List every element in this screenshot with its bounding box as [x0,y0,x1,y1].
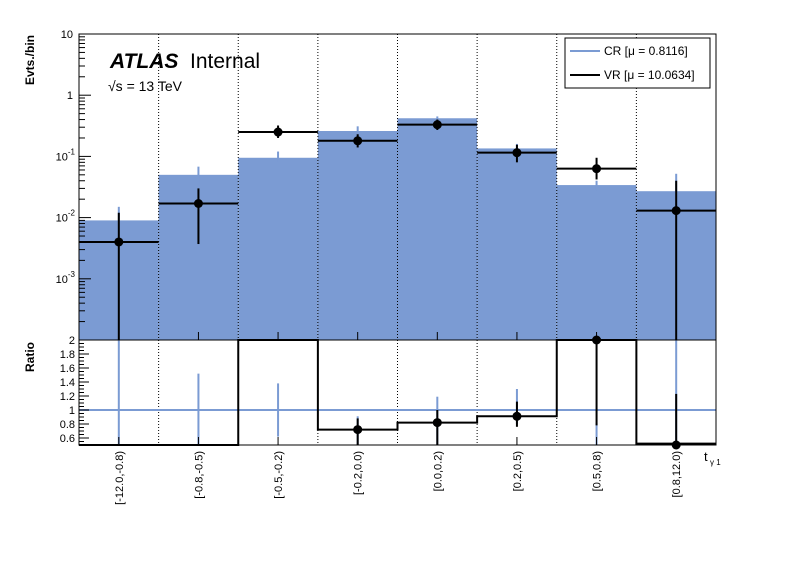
ratio-tick-label: 1.4 [60,377,75,389]
vr-point [512,148,522,158]
atlas-status-text: Internal [190,50,260,73]
atlas-label-text: ATLAS [109,50,178,73]
atlas-label: ATLAS Internal √s = 13 TeV [108,50,260,94]
main-panel: 10-3 10-2 10-1 1 10 [56,29,717,341]
legend-cr-label: CR [μ = 0.8116] [604,44,688,58]
ratio-tick-label: 1.8 [60,349,75,361]
ratio-tick-label: 1 [69,405,75,417]
x-category-label: [0.2,0.5) [512,451,524,491]
vr-point [592,164,602,174]
ratio-tick-label: 0.8 [60,419,75,431]
cr-bar [397,118,478,340]
cr-bar [238,157,318,340]
ratio-point [512,411,522,421]
x-category-label: [-12.0,-0.8) [114,451,126,505]
x-category-label: [0.8,12.0) [671,451,683,497]
x-axis-title-main: t [704,449,708,464]
x-category-label: [0.5,0.8) [592,451,604,491]
y-axis-title: Evts./bin [23,35,37,85]
cr-bar [556,185,637,340]
y-tick-label: 10-3 [56,270,76,286]
vr-point [193,198,203,208]
x-category-label: [-0.8,-0.5) [193,451,205,499]
energy-label: √s = 13 TeV [108,78,183,94]
legend: CR [μ = 0.8116] VR [μ = 10.0634] [564,37,711,89]
y-tick-label: 10-1 [56,147,76,163]
legend-vr-label: VR [μ = 10.0634] [604,68,695,82]
legend-box [564,37,711,89]
vr-point [273,127,283,137]
ratio-panel: 0.6 0.8 1 1.2 1.4 1.6 1.8 2 [-12.0,-0.8) [-0.8,-0… [60,335,717,505]
y-tick-label: 10-2 [56,209,76,225]
x-category-label: [-0.5,-0.2) [273,451,285,499]
ratio-tick-label: 2 [69,335,75,347]
ratio-point [353,425,363,435]
vr-point [432,120,442,130]
cr-bar [317,131,398,340]
ratio-axis-title: Ratio [23,342,37,372]
ratio-point [432,418,442,428]
x-axis-title: t γ 1 [704,449,721,467]
cr-bar [477,148,557,340]
x-axis-title-sub: γ 1 [710,458,721,467]
y-tick-label: 10 [61,29,73,41]
x-category-label: [-0.2,0.0) [353,451,365,495]
ratio-tick-label: 1.6 [60,363,75,375]
vr-point [353,136,363,146]
x-category-label: [0.0,0.2) [432,451,444,491]
y-tick-label: 1 [67,90,73,102]
vr-point [114,237,124,247]
ratio-tick-label: 0.6 [60,433,75,445]
vr-point [671,206,681,216]
ratio-tick-label: 1.2 [60,391,75,403]
